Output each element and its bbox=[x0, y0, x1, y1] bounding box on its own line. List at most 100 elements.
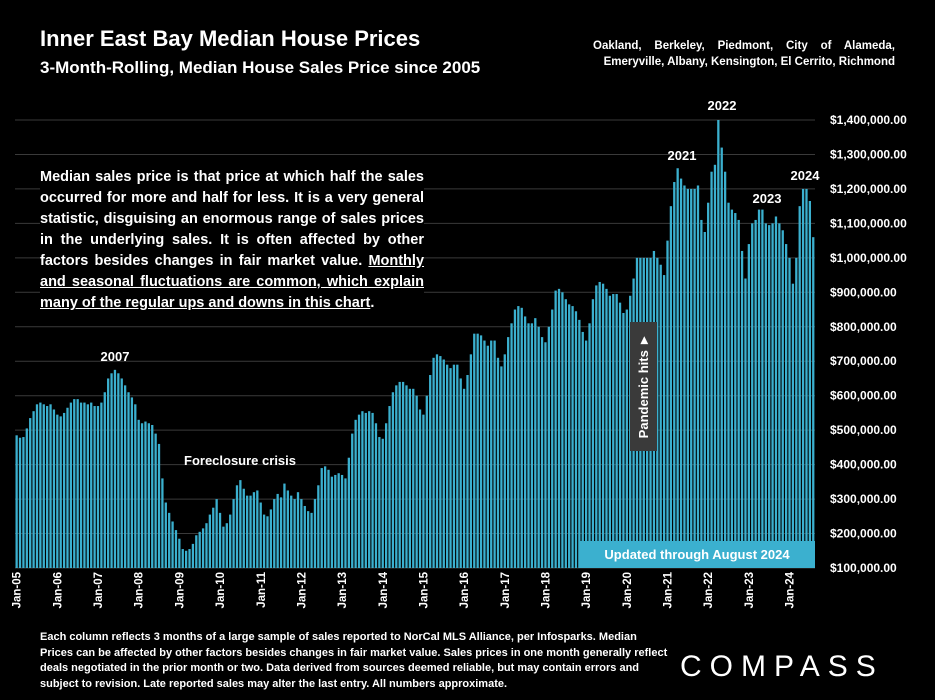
annotation-label: 2007 bbox=[101, 349, 130, 364]
bar bbox=[287, 490, 289, 568]
bar bbox=[799, 206, 801, 568]
x-tick-label: Jan-08 bbox=[134, 571, 146, 608]
bar bbox=[165, 503, 167, 568]
bar bbox=[266, 516, 268, 568]
bar bbox=[49, 404, 51, 568]
bar bbox=[321, 468, 323, 568]
bar bbox=[721, 148, 723, 568]
bar bbox=[46, 406, 48, 568]
bar bbox=[131, 397, 133, 568]
bar bbox=[734, 213, 736, 568]
bar bbox=[124, 385, 126, 568]
bar bbox=[232, 499, 234, 568]
bar bbox=[697, 185, 699, 568]
bar bbox=[117, 373, 119, 568]
bar bbox=[43, 404, 45, 568]
bar bbox=[19, 438, 21, 568]
bar bbox=[510, 323, 512, 568]
x-tick-label: Jan-11 bbox=[256, 571, 268, 607]
bar bbox=[385, 423, 387, 568]
bar bbox=[785, 244, 787, 568]
bar bbox=[565, 299, 567, 568]
bar bbox=[571, 306, 573, 568]
bar bbox=[87, 404, 89, 568]
bar bbox=[443, 360, 445, 568]
bar bbox=[449, 368, 451, 568]
explanation-end: . bbox=[370, 295, 374, 311]
bar bbox=[39, 403, 41, 568]
bar bbox=[670, 206, 672, 568]
y-tick-label: $900,000.00 bbox=[830, 285, 897, 299]
bar bbox=[378, 437, 380, 568]
bar bbox=[531, 323, 533, 568]
bar bbox=[480, 335, 482, 568]
x-tick-label: Jan-24 bbox=[785, 571, 797, 608]
bar bbox=[161, 478, 163, 568]
compass-logo: COMPASS bbox=[680, 650, 884, 684]
bar bbox=[371, 413, 373, 568]
x-tick-label: Jan-07 bbox=[93, 572, 105, 608]
bar bbox=[805, 189, 807, 568]
annotation-label: Foreclosure crisis bbox=[184, 453, 296, 468]
bar bbox=[466, 375, 468, 568]
bar bbox=[260, 503, 262, 568]
bar bbox=[297, 492, 299, 568]
x-tick-label: Jan-09 bbox=[174, 572, 186, 608]
bar bbox=[585, 341, 587, 568]
x-tick-label: Jan-20 bbox=[622, 572, 634, 608]
bar bbox=[110, 373, 112, 568]
y-tick-label: $1,100,000.00 bbox=[830, 216, 907, 230]
bar bbox=[331, 477, 333, 568]
bar bbox=[100, 403, 102, 568]
explanation-text: Median sales price is that price at whic… bbox=[40, 169, 424, 269]
bar bbox=[358, 415, 360, 568]
bar bbox=[283, 484, 285, 568]
bar bbox=[500, 366, 502, 568]
bar bbox=[595, 285, 597, 568]
annotation-label: 2022 bbox=[708, 98, 737, 113]
x-tick-label: Jan-19 bbox=[581, 572, 593, 608]
bar bbox=[612, 294, 614, 568]
bar bbox=[270, 509, 272, 568]
bar bbox=[812, 237, 814, 568]
bar bbox=[90, 403, 92, 568]
bar bbox=[778, 223, 780, 568]
y-tick-label: $1,400,000.00 bbox=[830, 113, 907, 127]
bar bbox=[666, 241, 668, 568]
bar bbox=[253, 492, 255, 568]
bar bbox=[368, 411, 370, 568]
footnote: Each column reflects 3 months of a large… bbox=[40, 630, 670, 692]
bar bbox=[314, 499, 316, 568]
bar bbox=[219, 513, 221, 568]
bar bbox=[663, 275, 665, 568]
bar bbox=[97, 406, 99, 568]
bar bbox=[673, 182, 675, 568]
bar bbox=[395, 385, 397, 568]
bar bbox=[738, 220, 740, 568]
bar bbox=[392, 392, 394, 568]
bar bbox=[205, 523, 207, 568]
bar bbox=[209, 515, 211, 568]
x-tick-label: Jan-05 bbox=[12, 571, 24, 608]
bar bbox=[348, 458, 350, 568]
bar bbox=[782, 230, 784, 568]
bar bbox=[236, 485, 238, 568]
bar bbox=[344, 478, 346, 568]
x-tick-label: Jan-15 bbox=[418, 571, 430, 608]
bar bbox=[527, 323, 529, 568]
bar bbox=[551, 310, 553, 568]
y-tick-label: $500,000.00 bbox=[830, 423, 897, 437]
bar bbox=[582, 332, 584, 568]
y-tick-label: $800,000.00 bbox=[830, 320, 897, 334]
x-tick-label: Jan-16 bbox=[459, 572, 471, 608]
bar bbox=[548, 327, 550, 568]
bar bbox=[83, 403, 85, 568]
bar bbox=[599, 282, 601, 568]
bar bbox=[561, 292, 563, 568]
y-tick-label: $100,000.00 bbox=[830, 561, 897, 575]
bar bbox=[544, 342, 546, 568]
bar bbox=[60, 416, 62, 568]
bar bbox=[148, 423, 150, 568]
bar bbox=[144, 422, 146, 568]
